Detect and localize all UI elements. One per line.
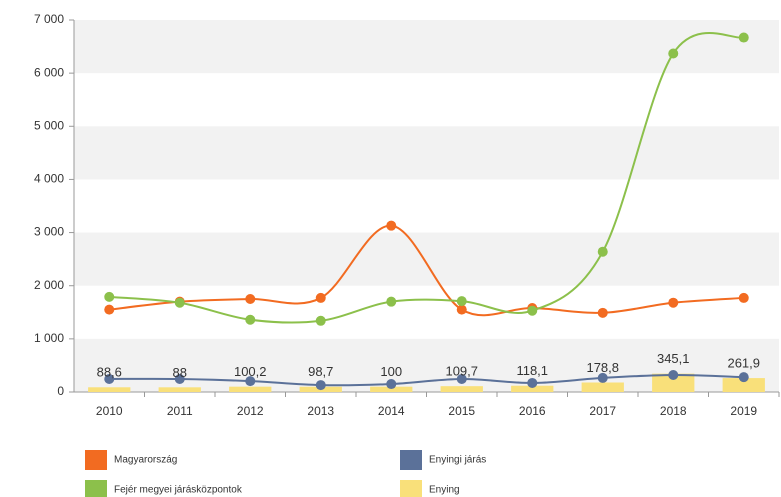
- data-label: 345,1: [657, 351, 690, 366]
- bar: [440, 386, 483, 392]
- y-tick-label: 0: [57, 384, 64, 398]
- point: [104, 291, 115, 302]
- legend-swatch: [85, 480, 107, 497]
- y-tick-label: 1 000: [34, 331, 64, 345]
- point: [527, 377, 538, 388]
- point: [104, 304, 115, 315]
- bar: [722, 378, 765, 392]
- x-tick-label: 2017: [589, 404, 616, 418]
- x-tick-label: 2010: [96, 404, 123, 418]
- bar: [652, 373, 695, 392]
- point: [245, 294, 256, 304]
- point: [386, 220, 397, 231]
- x-tick-label: 2014: [378, 404, 405, 418]
- bar: [370, 386, 413, 392]
- y-tick-label: 7 000: [34, 12, 64, 26]
- point: [668, 369, 679, 380]
- legend-label: Enying: [429, 485, 460, 496]
- point: [738, 292, 749, 303]
- point: [738, 32, 749, 43]
- x-tick-label: 2016: [519, 404, 546, 418]
- bar: [229, 386, 272, 392]
- point: [597, 307, 608, 318]
- point: [597, 372, 608, 383]
- point: [174, 297, 185, 308]
- data-label: 261,9: [727, 356, 760, 371]
- bar: [581, 382, 624, 392]
- point: [456, 296, 467, 307]
- data-label: 100,2: [234, 364, 267, 379]
- data-label: 118,1: [516, 363, 548, 378]
- point: [104, 373, 115, 384]
- x-tick-label: 2015: [448, 404, 475, 418]
- point: [386, 379, 397, 390]
- point: [668, 297, 679, 308]
- point: [597, 246, 608, 257]
- legend-label: Fejér megyei járásközpontok: [114, 485, 243, 496]
- data-label: 88: [173, 365, 187, 380]
- legend-label: Enyingi járás: [429, 455, 486, 466]
- grid-band: [74, 232, 779, 286]
- y-tick-label: 6 000: [34, 65, 64, 79]
- point: [386, 296, 397, 307]
- y-tick-label: 3 000: [34, 225, 64, 239]
- bar: [88, 387, 131, 392]
- point: [315, 315, 326, 326]
- x-tick-label: 2012: [237, 404, 264, 418]
- point: [527, 305, 538, 316]
- y-tick-label: 4 000: [34, 172, 64, 186]
- point: [738, 372, 749, 383]
- legend-swatch: [400, 480, 422, 497]
- line: [109, 224, 744, 317]
- legend-label: Magyarország: [114, 455, 177, 466]
- point: [456, 373, 467, 384]
- point: [174, 373, 185, 384]
- point: [315, 292, 326, 303]
- grid-band: [74, 126, 779, 180]
- legend-swatch: [85, 450, 107, 470]
- line: [109, 373, 744, 387]
- x-tick-label: 2011: [167, 404, 193, 418]
- legend-swatch: [400, 450, 422, 470]
- point: [668, 48, 679, 59]
- data-label: 109,7: [445, 364, 478, 379]
- data-label: 178,8: [586, 360, 619, 375]
- x-tick-label: 2013: [307, 404, 334, 418]
- grid-band: [74, 20, 779, 74]
- point: [245, 314, 256, 325]
- bar: [511, 385, 554, 392]
- bar: [158, 387, 201, 392]
- y-tick-label: 2 000: [34, 278, 64, 292]
- point: [245, 376, 256, 387]
- point: [456, 304, 467, 315]
- x-tick-label: 2018: [660, 404, 687, 418]
- x-tick-label: 2019: [730, 404, 757, 418]
- point: [315, 380, 326, 391]
- data-label: 100: [380, 364, 402, 379]
- data-label: 88,6: [97, 365, 122, 380]
- data-label: 98,7: [308, 364, 333, 379]
- y-tick-label: 5 000: [34, 118, 64, 132]
